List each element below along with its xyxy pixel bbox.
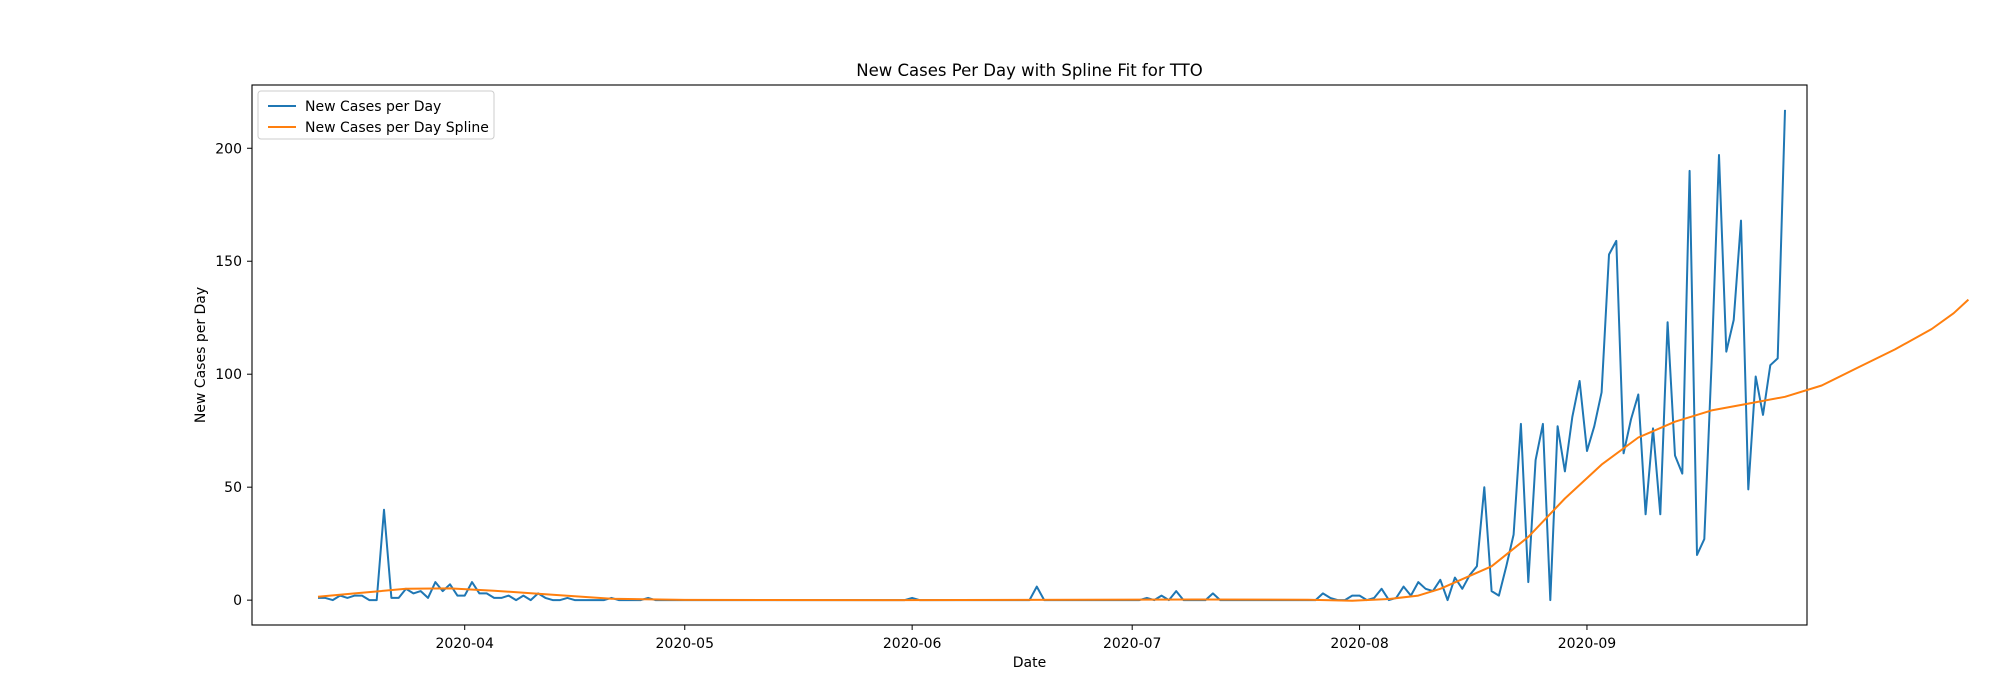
x-tick-label: 2020-09 <box>1558 636 1617 652</box>
legend-box <box>257 90 495 140</box>
legend-label: New Cases per Day <box>305 99 441 115</box>
y-tick-label: 150 <box>215 254 242 270</box>
legend-label: New Cases per Day Spline <box>305 120 489 136</box>
y-tick-label: 50 <box>224 480 242 496</box>
x-axis-label: Date <box>1013 655 1046 671</box>
x-tick-label: 2020-08 <box>1330 636 1389 652</box>
legend: New Cases per Day New Cases per Day Splin… <box>257 90 495 140</box>
plot-frame <box>251 84 1808 626</box>
y-axis-label: New Cases per Day <box>193 287 209 423</box>
chart-title: New Cases Per Day with Spline Fit for TT… <box>856 61 1202 80</box>
y-tick-label: 100 <box>215 367 242 383</box>
axes: 2020-04 2020-05 2020-06 2020-07 2020-08 2020-… <box>215 84 1808 652</box>
y-tick-label: 0 <box>233 593 242 609</box>
x-tick-label: 2020-07 <box>1103 636 1162 652</box>
x-tick-label: 2020-06 <box>883 636 942 652</box>
series-line-new-cases <box>318 109 1786 602</box>
series-line-spline <box>317 298 1970 602</box>
x-tick-label: 2020-05 <box>656 636 715 652</box>
plot-area <box>317 109 1970 602</box>
y-tick-label: 200 <box>215 141 242 157</box>
x-tick-label: 2020-04 <box>435 636 494 652</box>
